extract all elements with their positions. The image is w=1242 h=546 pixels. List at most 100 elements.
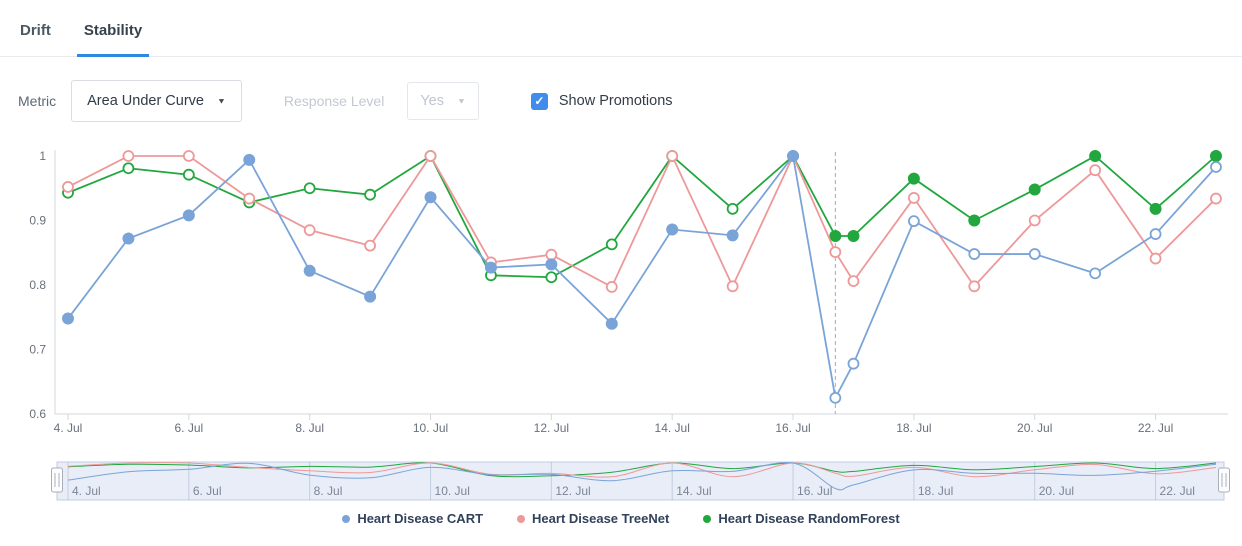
data-point[interactable] bbox=[847, 275, 860, 288]
response-level-select-value: Yes bbox=[420, 93, 444, 109]
navigator-handle-left[interactable] bbox=[51, 467, 63, 493]
data-point[interactable] bbox=[484, 261, 497, 274]
data-point[interactable] bbox=[605, 317, 618, 330]
data-point[interactable] bbox=[968, 214, 981, 227]
data-point[interactable] bbox=[968, 248, 981, 260]
y-axis-tick-label: 0.7 bbox=[29, 343, 46, 357]
data-point[interactable] bbox=[1209, 150, 1222, 162]
y-axis-tick-label: 0.9 bbox=[29, 214, 46, 228]
range-navigator: 4. Jul 6. Jul 8. Jul 10. Jul 12. Jul 14. Jul 1… bbox=[51, 461, 1230, 501]
metric-label: Metric bbox=[18, 93, 57, 109]
series-line bbox=[67, 154, 1217, 279]
y-axis-tick-label: 0.8 bbox=[29, 278, 46, 292]
data-point[interactable] bbox=[364, 188, 377, 201]
data-point[interactable] bbox=[829, 246, 842, 259]
data-point[interactable] bbox=[1149, 202, 1162, 215]
data-point[interactable] bbox=[1028, 183, 1041, 196]
data-point[interactable] bbox=[303, 224, 316, 237]
tab-stability[interactable]: Stability bbox=[76, 22, 150, 57]
data-point[interactable] bbox=[364, 290, 377, 303]
data-point[interactable] bbox=[829, 229, 842, 242]
x-axis-tick-label: 10. Jul bbox=[413, 421, 448, 435]
data-point[interactable] bbox=[726, 280, 739, 293]
data-point[interactable] bbox=[907, 192, 920, 204]
data-point[interactable] bbox=[1089, 164, 1102, 177]
x-axis-tick-label: 4. Jul bbox=[54, 421, 83, 435]
checkmark-icon: ✓ bbox=[534, 94, 545, 108]
data-point[interactable] bbox=[829, 391, 842, 404]
navigator-tick-label: 18. Jul bbox=[918, 484, 953, 498]
show-promotions-checkbox[interactable]: ✓ bbox=[530, 92, 548, 110]
data-point[interactable] bbox=[303, 182, 316, 195]
data-point[interactable] bbox=[1028, 248, 1041, 260]
data-point[interactable] bbox=[122, 162, 135, 175]
data-point[interactable] bbox=[122, 150, 135, 162]
navigator-tick-label: 22. Jul bbox=[1160, 484, 1195, 498]
response-level-select[interactable]: Yes ▼ bbox=[407, 82, 479, 120]
x-axis-tick-label: 12. Jul bbox=[534, 421, 569, 435]
x-axis-tick-label: 20. Jul bbox=[1017, 421, 1052, 435]
x-axis-tick-label: 22. Jul bbox=[1138, 421, 1173, 435]
response-level-label: Response Level bbox=[283, 93, 385, 109]
navigator-tick-label: 4. Jul bbox=[72, 484, 101, 498]
data-point[interactable] bbox=[424, 150, 437, 162]
data-point[interactable] bbox=[62, 312, 74, 325]
legend-item-cart[interactable]: Heart Disease CART bbox=[342, 511, 483, 526]
legend-item-randomforest[interactable]: Heart Disease RandomForest bbox=[703, 511, 900, 526]
series-dot-icon bbox=[342, 514, 351, 523]
navigator-tick-label: 16. Jul bbox=[797, 484, 832, 498]
navigator-series-line bbox=[67, 462, 1217, 478]
data-point[interactable] bbox=[243, 192, 256, 205]
data-point[interactable] bbox=[545, 258, 558, 271]
data-point[interactable] bbox=[545, 248, 558, 261]
x-axis-tick-label: 14. Jul bbox=[655, 421, 690, 435]
y-axis-tick-label: 0.6 bbox=[29, 407, 46, 421]
navigator-tick-label: 12. Jul bbox=[555, 484, 590, 498]
data-point[interactable] bbox=[968, 280, 981, 293]
data-point[interactable] bbox=[182, 150, 195, 162]
tab-bar: Drift Stability bbox=[0, 0, 1242, 57]
data-point[interactable] bbox=[605, 281, 618, 293]
data-point[interactable] bbox=[364, 239, 377, 252]
data-point[interactable] bbox=[182, 209, 195, 222]
metric-select[interactable]: Area Under Curve ▼ bbox=[71, 80, 242, 122]
tab-drift[interactable]: Drift bbox=[20, 22, 51, 39]
data-point[interactable] bbox=[1089, 267, 1102, 280]
data-point[interactable] bbox=[787, 150, 800, 162]
controls-row: Metric Area Under Curve ▼ Response Level… bbox=[18, 80, 673, 122]
data-point[interactable] bbox=[666, 150, 679, 162]
show-promotions-label: Show Promotions bbox=[558, 93, 673, 109]
data-point[interactable] bbox=[907, 172, 920, 185]
data-point[interactable] bbox=[62, 181, 74, 193]
navigator-handle-right[interactable] bbox=[1218, 467, 1230, 493]
data-point[interactable] bbox=[1149, 228, 1162, 240]
data-point[interactable] bbox=[182, 168, 195, 181]
navigator-series-line bbox=[67, 461, 1217, 491]
data-point[interactable] bbox=[726, 229, 739, 242]
data-point[interactable] bbox=[1089, 150, 1102, 162]
legend-label: Heart Disease TreeNet bbox=[532, 511, 670, 526]
data-point[interactable] bbox=[847, 229, 860, 242]
data-point[interactable] bbox=[1149, 252, 1162, 265]
data-point[interactable] bbox=[545, 271, 558, 284]
data-point[interactable] bbox=[1210, 161, 1222, 173]
x-axis-tick-label: 16. Jul bbox=[775, 421, 810, 435]
series-dot-icon bbox=[703, 514, 712, 523]
data-point[interactable] bbox=[847, 357, 860, 370]
data-point[interactable] bbox=[1028, 214, 1041, 227]
x-axis-tick-label: 18. Jul bbox=[896, 421, 931, 435]
data-point[interactable] bbox=[303, 264, 316, 277]
data-point[interactable] bbox=[726, 202, 739, 215]
navigator-tick-label: 14. Jul bbox=[676, 484, 711, 498]
data-point[interactable] bbox=[122, 232, 135, 245]
data-point[interactable] bbox=[243, 153, 256, 166]
chevron-down-icon: ▼ bbox=[216, 96, 226, 105]
series-dot-icon bbox=[517, 514, 526, 523]
legend-item-treenet[interactable]: Heart Disease TreeNet bbox=[517, 511, 669, 526]
data-point[interactable] bbox=[907, 215, 920, 228]
data-point[interactable] bbox=[605, 238, 618, 251]
data-point[interactable] bbox=[1210, 192, 1222, 205]
data-point[interactable] bbox=[424, 191, 437, 204]
legend-label: Heart Disease CART bbox=[357, 511, 484, 526]
data-point[interactable] bbox=[666, 223, 679, 236]
